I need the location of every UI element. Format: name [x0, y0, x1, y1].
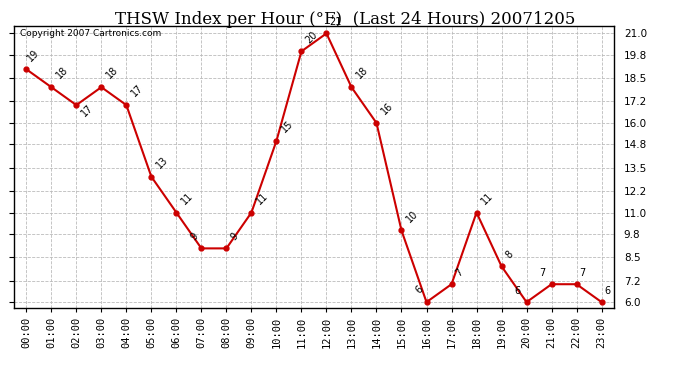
Text: 19: 19: [25, 47, 41, 63]
Text: 21: 21: [329, 17, 342, 27]
Text: 13: 13: [154, 155, 170, 171]
Text: 6: 6: [514, 286, 520, 296]
Text: 7: 7: [454, 267, 466, 278]
Text: 11: 11: [254, 190, 270, 206]
Text: 9: 9: [189, 231, 200, 242]
Text: 16: 16: [379, 101, 395, 117]
Text: 17: 17: [79, 103, 95, 118]
Text: 18: 18: [354, 65, 370, 81]
Text: 6: 6: [604, 286, 610, 296]
Text: THSW Index per Hour (°F)  (Last 24 Hours) 20071205: THSW Index per Hour (°F) (Last 24 Hours)…: [115, 11, 575, 28]
Text: 20: 20: [304, 29, 319, 45]
Text: 10: 10: [404, 209, 420, 224]
Text: 15: 15: [279, 119, 295, 135]
Text: Copyright 2007 Cartronics.com: Copyright 2007 Cartronics.com: [20, 29, 161, 38]
Text: 18: 18: [104, 65, 119, 81]
Text: 11: 11: [179, 190, 195, 206]
Text: 9: 9: [229, 231, 240, 242]
Text: 6: 6: [414, 285, 426, 296]
Text: 7: 7: [579, 268, 585, 278]
Text: 11: 11: [479, 190, 495, 206]
Text: 18: 18: [54, 65, 70, 81]
Text: 7: 7: [539, 268, 545, 278]
Text: 8: 8: [504, 249, 515, 260]
Text: 17: 17: [129, 83, 145, 99]
